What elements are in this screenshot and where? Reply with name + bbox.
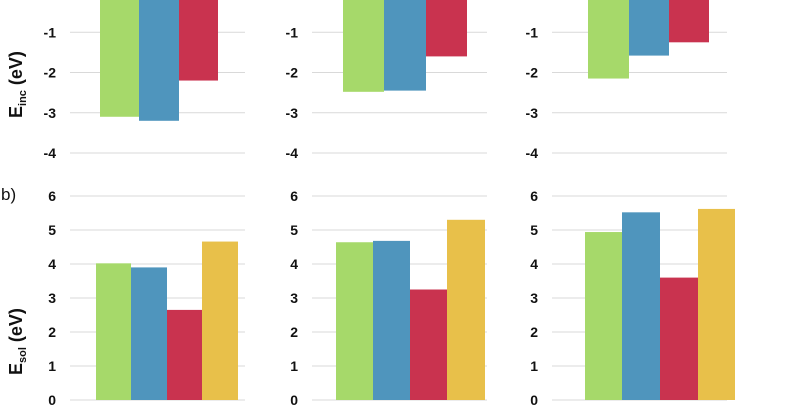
bar — [202, 241, 238, 400]
bar — [139, 0, 179, 121]
y-tick-label: 4 — [48, 256, 56, 272]
y-tick-label: -3 — [44, 105, 57, 121]
bar — [384, 0, 426, 91]
y-tick-label: -4 — [44, 145, 57, 161]
bar — [343, 0, 384, 92]
y-tick-label: 3 — [48, 290, 56, 306]
y-tick-label: -1 — [286, 24, 299, 40]
y-tick-label: 0 — [530, 392, 538, 408]
y-tick-label: -3 — [286, 105, 299, 121]
panel-label-b: b) — [1, 185, 16, 204]
chart-panel-1: -1 -2 -3 -4 — [44, 0, 245, 161]
bar — [698, 208, 735, 400]
y-tick-label: -2 — [286, 65, 299, 81]
row-b-ylabel-main: E — [6, 363, 26, 375]
bar — [585, 232, 622, 400]
y-tick-label: 0 — [48, 392, 56, 408]
chart-panel-3: -1 -2 -3 -4 — [526, 0, 727, 161]
y-tick-label: 4 — [290, 256, 298, 272]
y-tick-label: 4 — [530, 256, 538, 272]
y-tick-label: 2 — [290, 324, 298, 340]
bar — [410, 289, 447, 400]
y-tick-label: 5 — [48, 222, 56, 238]
bar — [447, 219, 485, 400]
bar — [100, 0, 139, 117]
bar — [622, 212, 660, 400]
row-a-ylabel: Einc (eV) — [6, 51, 29, 118]
bar — [426, 0, 467, 57]
y-tick-label: -3 — [526, 105, 539, 121]
row-a-ylabel-main: E — [6, 106, 26, 118]
row-b-ylabel-sub: sol — [17, 347, 29, 363]
bar — [179, 0, 218, 81]
bar — [131, 267, 167, 400]
y-tick-label: 2 — [530, 324, 538, 340]
y-tick-label: -1 — [44, 24, 57, 40]
y-tick-label: 1 — [290, 358, 298, 374]
y-tick-label: -1 — [526, 24, 539, 40]
row-b-ylabel-unit: (eV) — [6, 308, 26, 347]
bar — [629, 0, 669, 56]
bar — [588, 0, 629, 79]
y-tick-label: 6 — [530, 188, 538, 204]
chart-panel-2: -1 -2 -3 -4 — [286, 0, 487, 161]
bar — [669, 0, 709, 43]
chart-panel-6: 0 1 2 3 4 5 6 — [530, 188, 735, 408]
y-tick-label: -4 — [526, 145, 539, 161]
y-tick-label: 0 — [290, 392, 298, 408]
chart-panel-4: 0 1 2 3 4 5 6 — [48, 188, 245, 408]
row-a-ylabel-unit: (eV) — [6, 51, 26, 90]
y-tick-label: 5 — [290, 222, 298, 238]
chart-panel-5: 0 1 2 3 4 5 6 — [290, 188, 487, 408]
y-tick-label: 5 — [530, 222, 538, 238]
row-a-ylabel-sub: inc — [17, 90, 29, 106]
chart-panels: -1 -2 -3 -4 -1 -2 -3 -4 -1 -2 -3 -4 0 1 2 3 4 5 6 0 1 2 3 4 5 6 0 1… — [44, 0, 735, 408]
y-tick-label: 6 — [48, 188, 56, 204]
y-tick-label: 1 — [48, 358, 56, 374]
y-tick-label: -2 — [44, 65, 57, 81]
bar — [373, 240, 410, 400]
row-b-ylabel: Esol (eV) — [6, 308, 29, 375]
y-tick-label: -4 — [286, 145, 299, 161]
y-tick-label: 1 — [530, 358, 538, 374]
y-tick-label: 6 — [290, 188, 298, 204]
y-tick-label: 3 — [290, 290, 298, 306]
y-tick-label: 3 — [530, 290, 538, 306]
bar — [336, 242, 373, 400]
bar — [167, 309, 202, 400]
bar — [96, 263, 131, 400]
y-tick-label: 2 — [48, 324, 56, 340]
bar — [660, 277, 698, 400]
y-tick-label: -2 — [526, 65, 539, 81]
